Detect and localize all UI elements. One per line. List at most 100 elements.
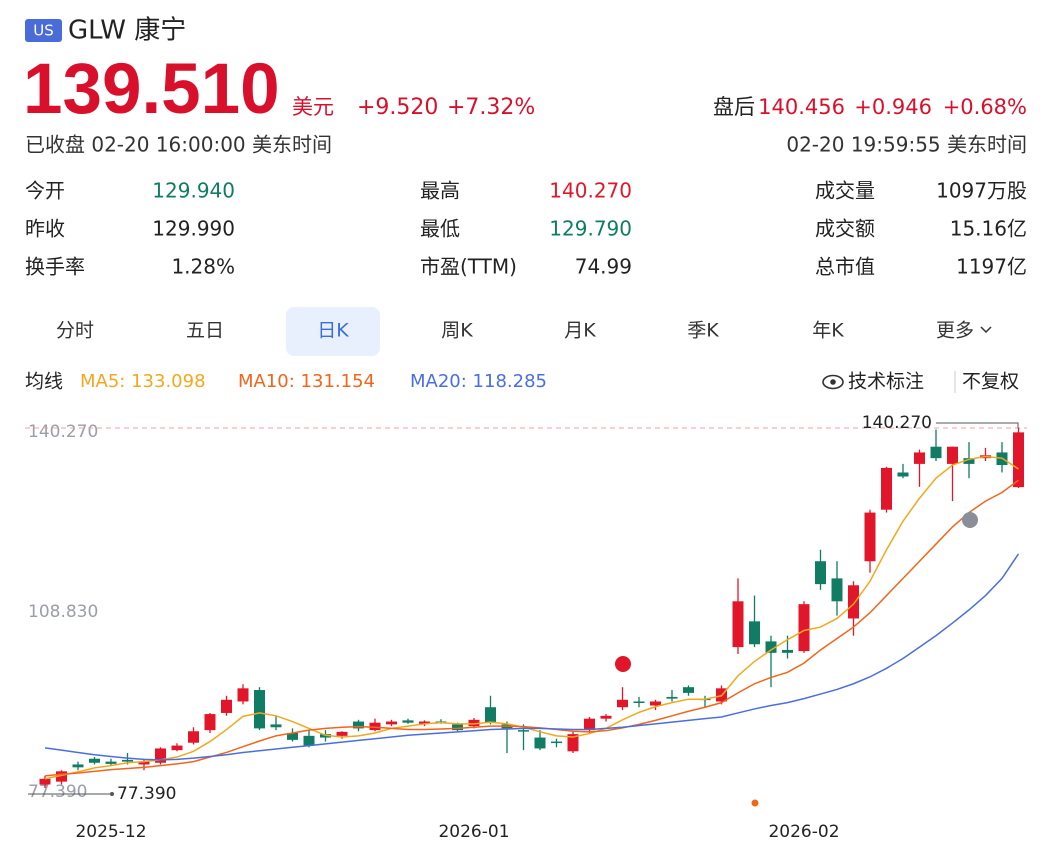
- candle-body: [633, 701, 645, 703]
- tab[interactable]: 五日: [186, 320, 224, 342]
- tab[interactable]: 日K: [317, 320, 349, 342]
- candle-body: [270, 724, 282, 728]
- tab[interactable]: 更多: [936, 320, 974, 342]
- stat-value: 1.28%: [171, 255, 235, 279]
- legend: MA5: 133.098 MA10: 131.154 MA20: 118.285: [80, 371, 547, 392]
- candle-body: [237, 688, 249, 702]
- stat-value: 129.790: [549, 217, 632, 241]
- tab[interactable]: 年K: [812, 320, 844, 342]
- candle-body: [732, 601, 744, 648]
- candlestick-chart: 140.270 108.830 77.390 140.270 77.390 2025-12…: [25, 413, 1027, 842]
- candle-body: [683, 687, 694, 693]
- candle-body: [551, 741, 562, 744]
- stat-value: 129.940: [152, 179, 235, 203]
- candle-body: [534, 737, 546, 749]
- candle-body: [650, 701, 661, 706]
- stat-value: 1097万股: [936, 179, 1027, 203]
- y-tick-label: 140.270: [28, 422, 98, 442]
- candle-body: [336, 731, 348, 736]
- stat-label: 市盈(TTM): [420, 255, 517, 279]
- candle-body: [782, 649, 793, 653]
- candle-body: [419, 721, 430, 724]
- tool-annotate[interactable]: 技术标注: [848, 371, 924, 393]
- candle-body: [105, 761, 117, 764]
- candle-body: [914, 452, 925, 464]
- currency: 美元: [292, 95, 334, 119]
- event-dot: [962, 512, 978, 528]
- after-change: +0.946: [854, 95, 932, 119]
- candle-body: [155, 748, 166, 763]
- stat-label: 最高: [420, 179, 460, 203]
- candle-body: [303, 735, 315, 746]
- candle-body: [666, 696, 678, 699]
- stat-value: 1197亿: [956, 255, 1027, 279]
- legend-item: MA20: 118.285: [410, 371, 547, 392]
- candle-body: [221, 699, 232, 713]
- legend-item: MA5: 133.098: [80, 371, 206, 392]
- stat-value: 74.99: [575, 255, 632, 279]
- legend-item: MA10: 131.154: [238, 371, 375, 392]
- x-tick-label: 2025-12: [75, 822, 146, 842]
- candle-body: [386, 721, 397, 725]
- candle-body: [963, 458, 975, 464]
- candle-body: [831, 578, 843, 602]
- candle-body: [1013, 432, 1024, 488]
- ma-line: [44, 479, 1019, 777]
- ma-line: [44, 553, 1020, 761]
- candle-body: [369, 722, 381, 731]
- candle-body: [930, 446, 942, 459]
- candle-body: [204, 714, 216, 731]
- stat-label: 成交量: [815, 179, 875, 203]
- ma-line: [44, 455, 1019, 780]
- low-marker-dot: [110, 792, 114, 796]
- stat-label: 今开: [25, 179, 65, 203]
- candle-body: [122, 759, 133, 762]
- candle-body: [864, 512, 876, 562]
- tool-adjust[interactable]: 不复权: [962, 371, 1019, 393]
- candle-body: [600, 715, 612, 719]
- x-tick-label: 2026-02: [768, 822, 839, 842]
- candle-body: [881, 467, 892, 510]
- change: +9.520: [357, 95, 438, 120]
- change-pct: +7.32%: [447, 95, 535, 120]
- after-price: 140.456: [758, 95, 845, 119]
- after-time: 02-20 19:59:55 美东时间: [786, 133, 1027, 157]
- tabs: 分时 五日 日K 周K 月K 季K 年K 更多: [56, 320, 974, 342]
- stat-value: 15.16亿: [950, 217, 1027, 241]
- high-marker-label: 140.270: [862, 413, 932, 433]
- ma-label: 均线: [25, 371, 63, 393]
- candle-body: [848, 585, 859, 619]
- candle-body: [402, 720, 414, 723]
- candle-body: [39, 778, 51, 785]
- stat-label: 昨收: [25, 217, 65, 241]
- candle-body: [947, 446, 958, 464]
- candle-body: [138, 761, 150, 765]
- price: 139.510: [23, 50, 280, 129]
- y-tick-label: 108.830: [28, 602, 98, 622]
- tab[interactable]: 分时: [56, 320, 94, 342]
- y-tick-label: 77.390: [28, 782, 87, 802]
- tab[interactable]: 季K: [687, 320, 719, 342]
- candle-body: [188, 731, 199, 743]
- tab[interactable]: 月K: [564, 320, 596, 342]
- candle-body: [353, 721, 364, 729]
- candle-body: [485, 707, 496, 723]
- candle-body: [584, 718, 595, 731]
- eye-icon: [822, 374, 844, 390]
- candle-body: [452, 724, 463, 731]
- market-badge: [25, 19, 62, 42]
- active-tab-bg: [286, 307, 380, 356]
- tab[interactable]: 周K: [441, 320, 473, 342]
- candle-body: [56, 771, 67, 782]
- stat-value: 129.990: [152, 217, 235, 241]
- high-marker-leader: [936, 422, 1019, 428]
- chevron-icon: [980, 326, 992, 334]
- candle-body: [567, 734, 579, 752]
- candle-body: [287, 732, 298, 740]
- candle-body: [897, 472, 909, 477]
- candle-body: [254, 690, 265, 729]
- candle-body: [815, 561, 826, 585]
- candle-body: [72, 764, 84, 768]
- after-pct: +0.68%: [943, 95, 1027, 119]
